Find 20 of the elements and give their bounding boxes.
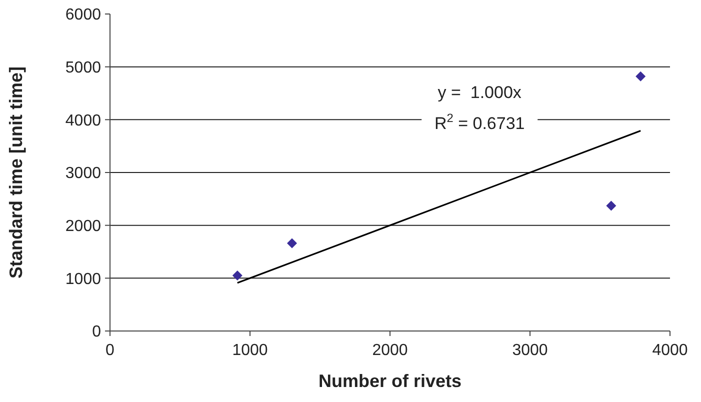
x-tick-label: 4000 bbox=[652, 342, 688, 359]
y-tick-label: 6000 bbox=[65, 6, 102, 24]
y-tick-label: 4000 bbox=[65, 112, 102, 130]
y-tick-label: 5000 bbox=[65, 59, 102, 76]
point bbox=[636, 71, 646, 82]
y-tick-label: 0 bbox=[92, 324, 102, 341]
point bbox=[606, 200, 616, 211]
y-tick-label: 1000 bbox=[65, 270, 102, 288]
point bbox=[232, 270, 242, 281]
x-tick-label: 3000 bbox=[512, 342, 548, 359]
x-tick-label: 1000 bbox=[232, 342, 268, 359]
y-axis-title: Standard time [unit time] bbox=[6, 66, 26, 279]
point bbox=[287, 238, 297, 248]
x-axis-title: Number of rivets bbox=[318, 371, 462, 391]
x-tick-label: 2000 bbox=[372, 342, 408, 359]
annotation: R$^{2}$ = 0.6731 bbox=[434, 111, 525, 133]
x-tick-label: 0 bbox=[106, 342, 115, 359]
y-tick-label: 3000 bbox=[65, 165, 102, 182]
annotation: y = 1.000x bbox=[438, 83, 522, 102]
y-tick-label: 2000 bbox=[65, 218, 102, 235]
